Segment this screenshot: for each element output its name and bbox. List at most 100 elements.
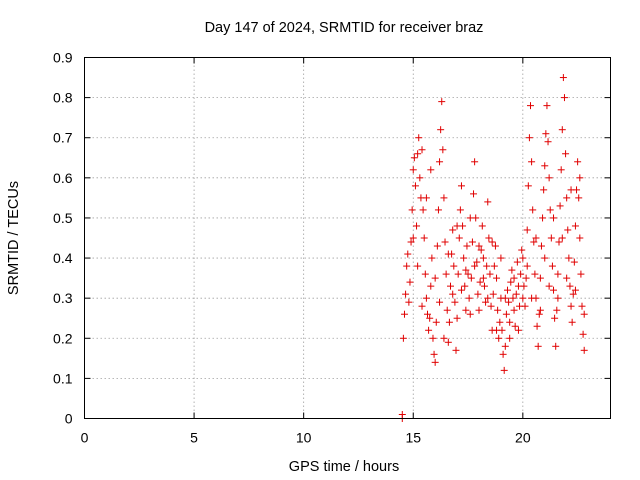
data-point bbox=[484, 294, 492, 302]
data-point bbox=[513, 258, 521, 266]
y-tick-label: 0.1 bbox=[53, 370, 73, 386]
y-tick-label: 0.8 bbox=[53, 90, 73, 106]
y-tick-label: 0.5 bbox=[53, 210, 73, 226]
chart-title: Day 147 of 2024, SRMTID for receiver bra… bbox=[205, 20, 484, 36]
data-point bbox=[580, 310, 588, 318]
data-point bbox=[521, 302, 529, 310]
data-point bbox=[548, 262, 556, 270]
y-tick-labels: 0 0.1 0.2 0.3 0.4 0.5 0.6 0.7 0.8 0.9 bbox=[53, 50, 73, 427]
data-point bbox=[410, 154, 418, 162]
axis-ticks bbox=[84, 57, 611, 419]
data-point bbox=[421, 270, 429, 278]
data-point bbox=[451, 298, 459, 306]
data-point bbox=[517, 270, 525, 278]
data-point bbox=[409, 234, 417, 242]
data-point bbox=[491, 242, 499, 250]
data-point bbox=[408, 206, 416, 214]
data-point bbox=[577, 270, 585, 278]
data-point bbox=[455, 234, 463, 242]
data-point bbox=[563, 194, 571, 202]
data-point bbox=[519, 294, 527, 302]
data-point bbox=[399, 334, 407, 342]
data-point bbox=[527, 102, 535, 110]
data-point bbox=[443, 306, 451, 314]
data-point bbox=[423, 310, 431, 318]
data-point bbox=[575, 194, 583, 202]
data-point bbox=[532, 234, 540, 242]
data-point bbox=[496, 318, 504, 326]
data-point bbox=[477, 246, 485, 254]
data-point bbox=[530, 238, 538, 246]
data-point bbox=[457, 182, 465, 190]
data-point bbox=[452, 346, 460, 354]
data-point bbox=[571, 286, 579, 294]
data-point bbox=[413, 222, 421, 230]
data-point bbox=[568, 318, 576, 326]
data-point bbox=[505, 298, 513, 306]
data-point bbox=[471, 262, 479, 270]
x-tick-labels: 0 5 10 15 20 bbox=[81, 430, 531, 446]
data-point bbox=[500, 366, 508, 374]
data-point bbox=[404, 250, 412, 258]
data-point bbox=[567, 302, 575, 310]
data-point bbox=[570, 258, 578, 266]
data-point bbox=[534, 342, 542, 350]
data-point bbox=[539, 214, 547, 222]
data-point bbox=[506, 318, 514, 326]
data-point bbox=[456, 206, 464, 214]
data-point bbox=[449, 290, 457, 298]
data-point bbox=[485, 234, 493, 242]
data-point bbox=[536, 274, 544, 282]
data-point bbox=[495, 334, 503, 342]
data-point bbox=[461, 282, 469, 290]
data-point bbox=[524, 182, 532, 190]
data-point bbox=[440, 334, 448, 342]
y-axis-label: SRMTID / TECUs bbox=[6, 181, 22, 295]
data-point bbox=[518, 246, 526, 254]
data-point bbox=[402, 290, 410, 298]
data-point bbox=[398, 410, 406, 418]
y-tick-label: 0.4 bbox=[53, 250, 73, 266]
data-point bbox=[444, 250, 452, 258]
data-point bbox=[465, 294, 473, 302]
data-point bbox=[475, 306, 483, 314]
data-point bbox=[554, 294, 562, 302]
data-point bbox=[462, 306, 470, 314]
data-point bbox=[400, 310, 408, 318]
data-point bbox=[411, 182, 419, 190]
data-point bbox=[422, 294, 430, 302]
data-point bbox=[453, 222, 461, 230]
data-point bbox=[440, 194, 448, 202]
data-point bbox=[467, 274, 475, 282]
data-point bbox=[566, 282, 574, 290]
data-point bbox=[419, 206, 427, 214]
data-point bbox=[578, 302, 586, 310]
data-point bbox=[531, 270, 539, 278]
data-point bbox=[541, 162, 549, 170]
x-tick-label: 0 bbox=[81, 430, 89, 446]
data-point bbox=[405, 298, 413, 306]
data-point bbox=[409, 166, 417, 174]
data-point bbox=[555, 238, 563, 246]
data-point bbox=[414, 262, 422, 270]
data-point bbox=[506, 334, 514, 342]
data-point bbox=[533, 322, 541, 330]
data-point bbox=[544, 138, 552, 146]
data-point bbox=[476, 278, 484, 286]
data-point bbox=[462, 266, 470, 274]
data-point bbox=[556, 202, 564, 210]
data-point bbox=[478, 222, 486, 230]
data-point bbox=[450, 262, 458, 270]
data-point bbox=[502, 310, 510, 318]
data-point bbox=[480, 282, 488, 290]
data-point bbox=[482, 298, 490, 306]
data-point bbox=[486, 270, 494, 278]
x-tick-label: 20 bbox=[515, 430, 531, 446]
data-point bbox=[442, 270, 450, 278]
data-point bbox=[429, 334, 437, 342]
data-point bbox=[420, 234, 428, 242]
data-point bbox=[576, 174, 584, 182]
data-point bbox=[522, 274, 530, 282]
data-point bbox=[569, 290, 577, 298]
